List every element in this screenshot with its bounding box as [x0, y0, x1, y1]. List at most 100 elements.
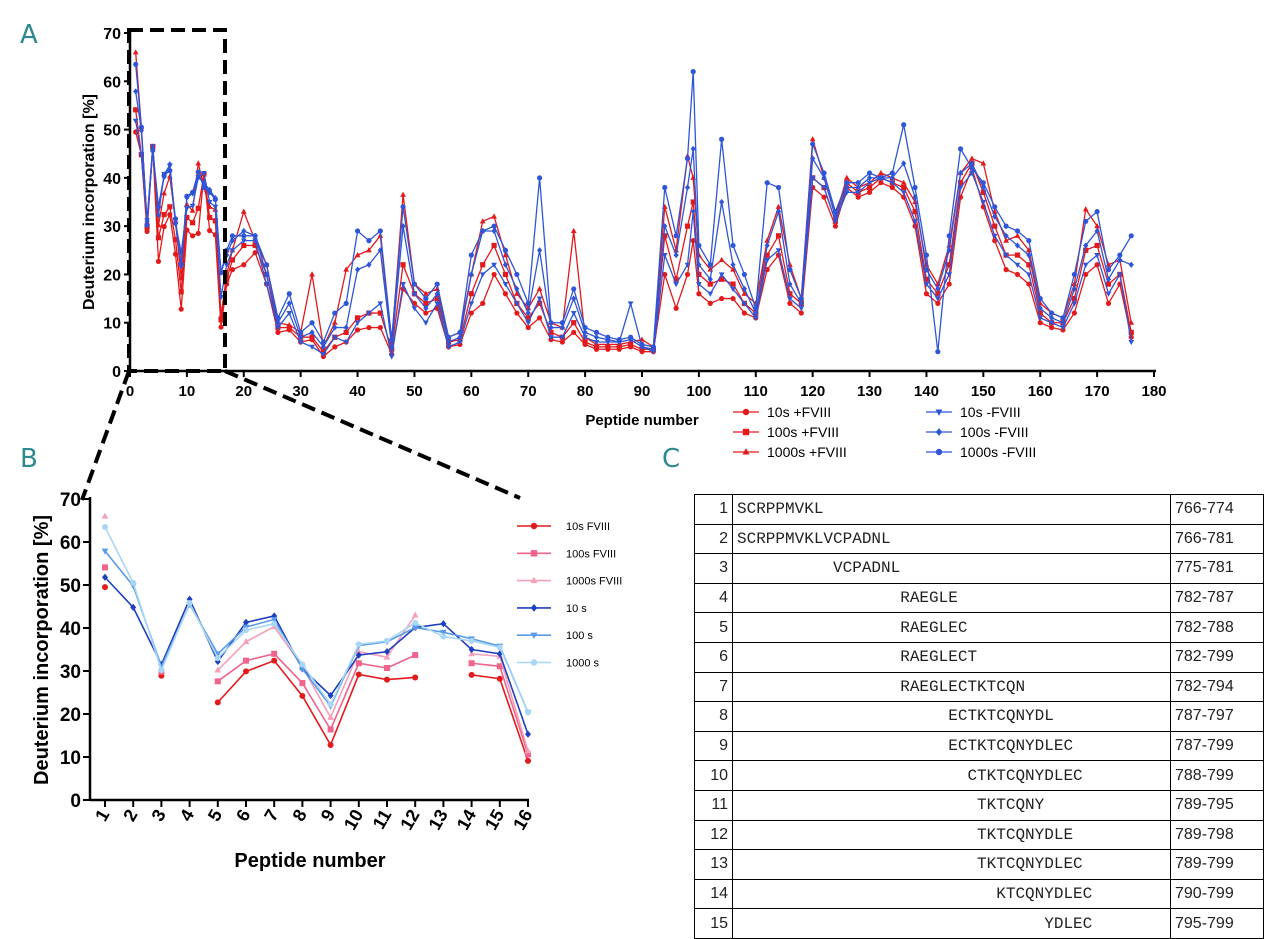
a-data-point	[525, 309, 531, 317]
a-data-point	[684, 262, 691, 268]
table-cell-num: 7	[694, 671, 733, 703]
table-cell-range: 795-799	[1170, 908, 1264, 939]
b-data-point	[355, 648, 363, 655]
a-data-point	[593, 339, 600, 346]
b-data-point	[525, 751, 531, 758]
a-data-point	[1049, 310, 1055, 316]
a-data-point	[354, 315, 361, 321]
a-data-point	[377, 247, 383, 254]
a-data-point	[980, 160, 987, 166]
a-data-point	[662, 271, 668, 278]
a-data-point	[1025, 272, 1032, 278]
a-data-point	[1128, 233, 1134, 239]
b-y-tick-label: 30	[60, 662, 81, 683]
a-data-point	[240, 208, 247, 214]
a-data-point	[946, 233, 952, 239]
a-data-point	[161, 224, 167, 230]
a-data-point	[1026, 238, 1032, 244]
a-data-point	[468, 252, 474, 258]
a-data-point	[298, 334, 304, 341]
a-series-line	[135, 131, 1132, 358]
a-data-point	[582, 324, 588, 331]
table-cell-range: 766-781	[1170, 523, 1264, 555]
a-data-point	[229, 248, 236, 254]
a-data-point	[536, 296, 543, 302]
a-data-point	[201, 184, 207, 191]
a-data-point	[423, 300, 429, 306]
a-y-tick-label: 50	[103, 123, 121, 140]
b-data-point	[242, 638, 250, 645]
a-data-point	[445, 334, 452, 340]
a-data-point	[798, 295, 804, 302]
a-data-point	[696, 242, 702, 249]
a-x-tick-label: 50	[406, 383, 423, 400]
b-series-1	[102, 564, 531, 758]
a-data-point	[696, 282, 702, 288]
a-series-2	[132, 49, 1135, 349]
a-data-point	[992, 238, 998, 244]
b-data-point	[384, 637, 390, 644]
b-data-point	[102, 584, 108, 591]
a-data-point	[167, 161, 173, 168]
panel-label-b: B	[20, 444, 38, 474]
a-data-point	[798, 310, 804, 316]
a-data-point	[684, 223, 691, 229]
table-cell-seq: RAEGLECTKTCQN	[732, 671, 1171, 703]
table-cell-num: 11	[694, 789, 733, 821]
a-x-tick-label: 100	[686, 383, 711, 400]
a-data-point	[935, 285, 941, 293]
a-data-point	[673, 305, 679, 311]
a-data-point	[627, 301, 634, 307]
table-row: 1 SCRPPMVKL 766-774	[694, 494, 1264, 525]
b-data-point	[468, 660, 475, 667]
a-data-point	[502, 251, 509, 258]
b-x-tick-label: 16	[509, 806, 536, 833]
a-data-point	[821, 185, 827, 191]
a-data-point	[690, 238, 696, 244]
a-data-point	[513, 301, 520, 307]
a-data-point	[400, 191, 406, 197]
table-row: 12 TKTCQNYDLE 789-798	[694, 819, 1264, 851]
table-cell-range: 766-774	[1170, 494, 1264, 525]
a-data-point	[502, 291, 509, 297]
a-data-point	[1094, 242, 1100, 249]
b-data-point	[412, 619, 419, 626]
a-data-point	[400, 282, 406, 288]
a-data-point	[696, 271, 702, 278]
b-y-axis-title: Deuterium incorporation [%]	[31, 515, 53, 785]
a-data-point	[144, 228, 150, 235]
table-cell-num: 5	[694, 612, 733, 643]
a-data-point	[195, 160, 202, 166]
a-y-tick-label: 20	[103, 267, 121, 284]
a-data-point	[206, 203, 213, 209]
a-data-point	[821, 174, 827, 181]
b-series-line	[217, 652, 416, 732]
a-data-point	[434, 295, 440, 302]
a-x-tick-label: 20	[235, 383, 252, 400]
a-data-point	[752, 315, 759, 322]
peptide-table: 1 SCRPPMVKL 766-774 2 SCRPPMVKLVCPADNL 766-78…	[694, 494, 1264, 939]
table-cell-range: 790-799	[1170, 878, 1264, 910]
table-cell-seq: ECTKTCQNYDL	[732, 701, 1171, 732]
b-data-point	[327, 691, 334, 700]
table-cell-num: 14	[694, 878, 733, 910]
a-data-point	[1014, 228, 1021, 234]
a-data-point	[901, 160, 907, 167]
a-data-point	[332, 324, 338, 331]
a-data-point	[787, 300, 793, 306]
a-data-point	[923, 282, 930, 288]
a-data-point	[241, 242, 247, 249]
b-x-tick-label: 9	[317, 806, 339, 825]
a-data-point	[207, 227, 213, 234]
table-row: 6 RAEGLECT 782-799	[694, 641, 1264, 673]
a-data-point	[480, 300, 486, 306]
a-data-point	[798, 306, 805, 312]
table-cell-seq: TKTCQNYDLE	[732, 819, 1171, 851]
a-legend-marker	[742, 448, 750, 455]
b-data-point	[412, 652, 419, 659]
table-row: 5 RAEGLEC 782-788	[694, 612, 1264, 643]
a-data-point	[628, 334, 634, 340]
table-cell-range: 787-799	[1170, 730, 1264, 762]
a-data-point	[912, 209, 918, 215]
a-data-point	[343, 266, 350, 272]
